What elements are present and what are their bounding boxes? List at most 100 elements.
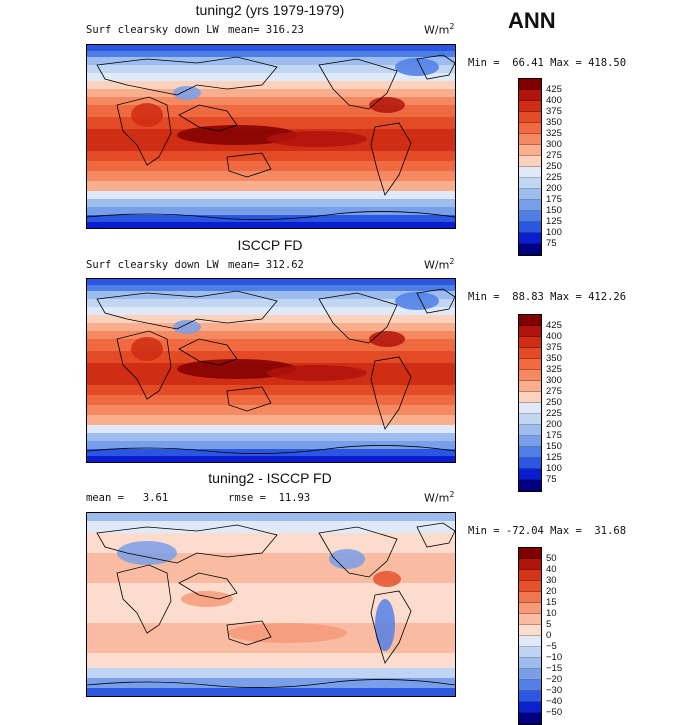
colorbar-tick-label: 400 <box>546 331 562 342</box>
panel1-unit: W/m2 <box>424 22 454 37</box>
panel2-mean: mean= 312.62 <box>228 259 304 271</box>
colorbar-tick-label: 200 <box>546 183 562 194</box>
colorbar-tick-label: 125 <box>546 452 562 463</box>
colorbar-swatch <box>519 112 541 123</box>
colorbar-tick-label: 350 <box>546 353 562 364</box>
colorbar-swatch <box>519 156 541 167</box>
colorbar-swatch <box>519 469 541 480</box>
colorbar-tick-label: −15 <box>546 663 563 674</box>
colorbar-swatch <box>519 680 541 691</box>
colorbar-swatch <box>519 548 541 559</box>
colorbar-swatch <box>519 222 541 233</box>
colorbar-swatch <box>519 414 541 425</box>
colorbar-swatch <box>519 614 541 625</box>
unit-text: W/m <box>424 258 450 272</box>
panel2-colorbar <box>518 314 542 492</box>
colorbar-tick-label: 125 <box>546 216 562 227</box>
colorbar-tick-label: 375 <box>546 106 562 117</box>
colorbar-tick-label: 400 <box>546 95 562 106</box>
unit-exponent: 2 <box>449 257 455 266</box>
colorbar-tick-label: 275 <box>546 150 562 161</box>
colorbar-tick-label: 40 <box>546 564 557 575</box>
panel3-colorbar <box>518 547 542 725</box>
colorbar-tick-label: 225 <box>546 408 562 419</box>
colorbar-tick-label: 0 <box>546 630 552 641</box>
colorbar-tick-label: 275 <box>546 386 562 397</box>
panel2-map <box>86 278 456 463</box>
colorbar-swatch <box>519 403 541 414</box>
panel3-title: tuning2 - ISCCP FD <box>208 470 332 486</box>
panel1-title: tuning2 (yrs 1979-1979) <box>195 2 345 18</box>
panel3-map <box>86 512 456 697</box>
panel2-minmax: Min = 88.83 Max = 412.26 <box>468 291 627 303</box>
colorbar-swatch <box>519 211 541 222</box>
colorbar-tick-label: 75 <box>546 238 557 249</box>
panel3-minmax: Min = -72.04 Max = 31.68 <box>468 525 627 537</box>
colorbar-swatch <box>519 636 541 647</box>
colorbar-swatch <box>519 348 541 359</box>
panel3-unit: W/m2 <box>424 490 454 505</box>
colorbar-swatch <box>519 691 541 702</box>
colorbar-tick-label: 325 <box>546 128 562 139</box>
colorbar-swatch <box>519 713 541 724</box>
colorbar-tick-label: 425 <box>546 84 562 95</box>
colorbar-swatch <box>519 189 541 200</box>
panel1-map <box>86 44 456 229</box>
colorbar-swatch <box>519 480 541 491</box>
colorbar-swatch <box>519 702 541 713</box>
colorbar-swatch <box>519 167 541 178</box>
colorbar-tick-label: 100 <box>546 463 562 474</box>
panel2-variable: Surf clearsky down LW <box>86 259 219 271</box>
colorbar-tick-label: 15 <box>546 597 557 608</box>
colorbar-swatch <box>519 447 541 458</box>
panel1-field <box>87 45 455 228</box>
unit-text: W/m <box>424 23 450 37</box>
colorbar-swatch <box>519 436 541 447</box>
colorbar-tick-label: 5 <box>546 619 552 630</box>
colorbar-swatch <box>519 326 541 337</box>
colorbar-tick-label: 75 <box>546 474 557 485</box>
colorbar-swatch <box>519 592 541 603</box>
panel3-mean: mean = 3.61 <box>86 492 169 504</box>
colorbar-swatch <box>519 625 541 636</box>
colorbar-swatch <box>519 458 541 469</box>
colorbar-swatch <box>519 359 541 370</box>
unit-exponent: 2 <box>449 22 455 31</box>
colorbar-tick-label: 250 <box>546 161 562 172</box>
panel2-unit: W/m2 <box>424 257 454 272</box>
colorbar-tick-label: −20 <box>546 674 563 685</box>
unit-exponent: 2 <box>449 490 455 499</box>
colorbar-swatch <box>519 90 541 101</box>
colorbar-swatch <box>519 145 541 156</box>
colorbar-swatch <box>519 425 541 436</box>
colorbar-swatch <box>519 658 541 669</box>
colorbar-tick-label: −30 <box>546 685 563 696</box>
colorbar-tick-label: 225 <box>546 172 562 183</box>
colorbar-swatch <box>519 603 541 614</box>
colorbar-swatch <box>519 79 541 90</box>
colorbar-swatch <box>519 134 541 145</box>
colorbar-swatch <box>519 315 541 326</box>
colorbar-swatch <box>519 244 541 255</box>
colorbar-swatch <box>519 669 541 680</box>
colorbar-tick-label: 250 <box>546 397 562 408</box>
colorbar-tick-label: 150 <box>546 441 562 452</box>
colorbar-tick-label: 175 <box>546 430 562 441</box>
colorbar-tick-label: 300 <box>546 139 562 150</box>
panel1-variable: Surf clearsky down LW <box>86 24 219 36</box>
colorbar-swatch <box>519 570 541 581</box>
colorbar-swatch <box>519 233 541 244</box>
colorbar-tick-label: −5 <box>546 641 557 652</box>
colorbar-tick-label: 375 <box>546 342 562 353</box>
colorbar-tick-label: −50 <box>546 707 563 718</box>
unit-text: W/m <box>424 491 450 505</box>
colorbar-tick-label: 30 <box>546 575 557 586</box>
colorbar-swatch <box>519 581 541 592</box>
colorbar-swatch <box>519 101 541 112</box>
colorbar-tick-label: 200 <box>546 419 562 430</box>
colorbar-tick-label: 325 <box>546 364 562 375</box>
colorbar-swatch <box>519 647 541 658</box>
colorbar-swatch <box>519 200 541 211</box>
colorbar-swatch <box>519 337 541 348</box>
colorbar-tick-label: 150 <box>546 205 562 216</box>
